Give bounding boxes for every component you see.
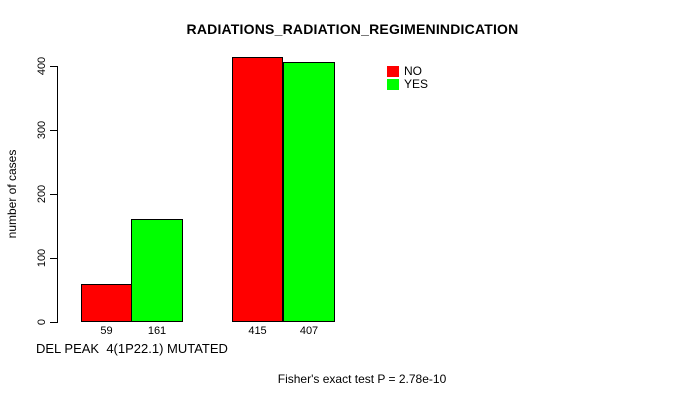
y-axis-tick bbox=[50, 322, 57, 323]
y-axis-line bbox=[57, 66, 58, 323]
y-axis-tick bbox=[50, 258, 57, 259]
y-axis-tick-label: 0 bbox=[36, 318, 48, 326]
y-axis-tick-label: 400 bbox=[36, 56, 48, 76]
fisher-test-annotation: Fisher's exact test P = 2.78e-10 bbox=[277, 372, 447, 386]
bar-value-label: 415 bbox=[248, 325, 267, 337]
legend-row: YES bbox=[387, 78, 428, 91]
legend-row: NO bbox=[387, 65, 428, 78]
y-axis-tick bbox=[50, 130, 57, 131]
legend-label: YES bbox=[404, 77, 429, 91]
y-axis-tick bbox=[50, 194, 57, 195]
x-axis-annotation: DEL PEAK 4(1P22.1) MUTATED bbox=[36, 341, 228, 356]
legend: NO YES bbox=[387, 65, 428, 91]
bar-value-label: 407 bbox=[299, 325, 319, 337]
y-axis-tick-label: 200 bbox=[36, 184, 48, 204]
bar-no-group1 bbox=[81, 284, 132, 322]
y-axis-tick-label: 100 bbox=[36, 248, 48, 268]
legend-label: NO bbox=[404, 64, 422, 78]
y-axis-tick bbox=[50, 66, 57, 67]
bar-value-label: 161 bbox=[147, 325, 167, 337]
bar-value-label: 59 bbox=[100, 325, 113, 337]
chart-title: RADIATIONS_RADIATION_REGIMENINDICATION bbox=[186, 21, 519, 37]
y-axis-tick-label: 300 bbox=[36, 120, 48, 140]
bar-yes-group2 bbox=[283, 62, 335, 322]
bar-no-group2 bbox=[232, 57, 283, 322]
legend-swatch-yes bbox=[387, 79, 399, 90]
legend-swatch-no bbox=[387, 66, 399, 77]
bar-yes-group1 bbox=[131, 219, 183, 322]
